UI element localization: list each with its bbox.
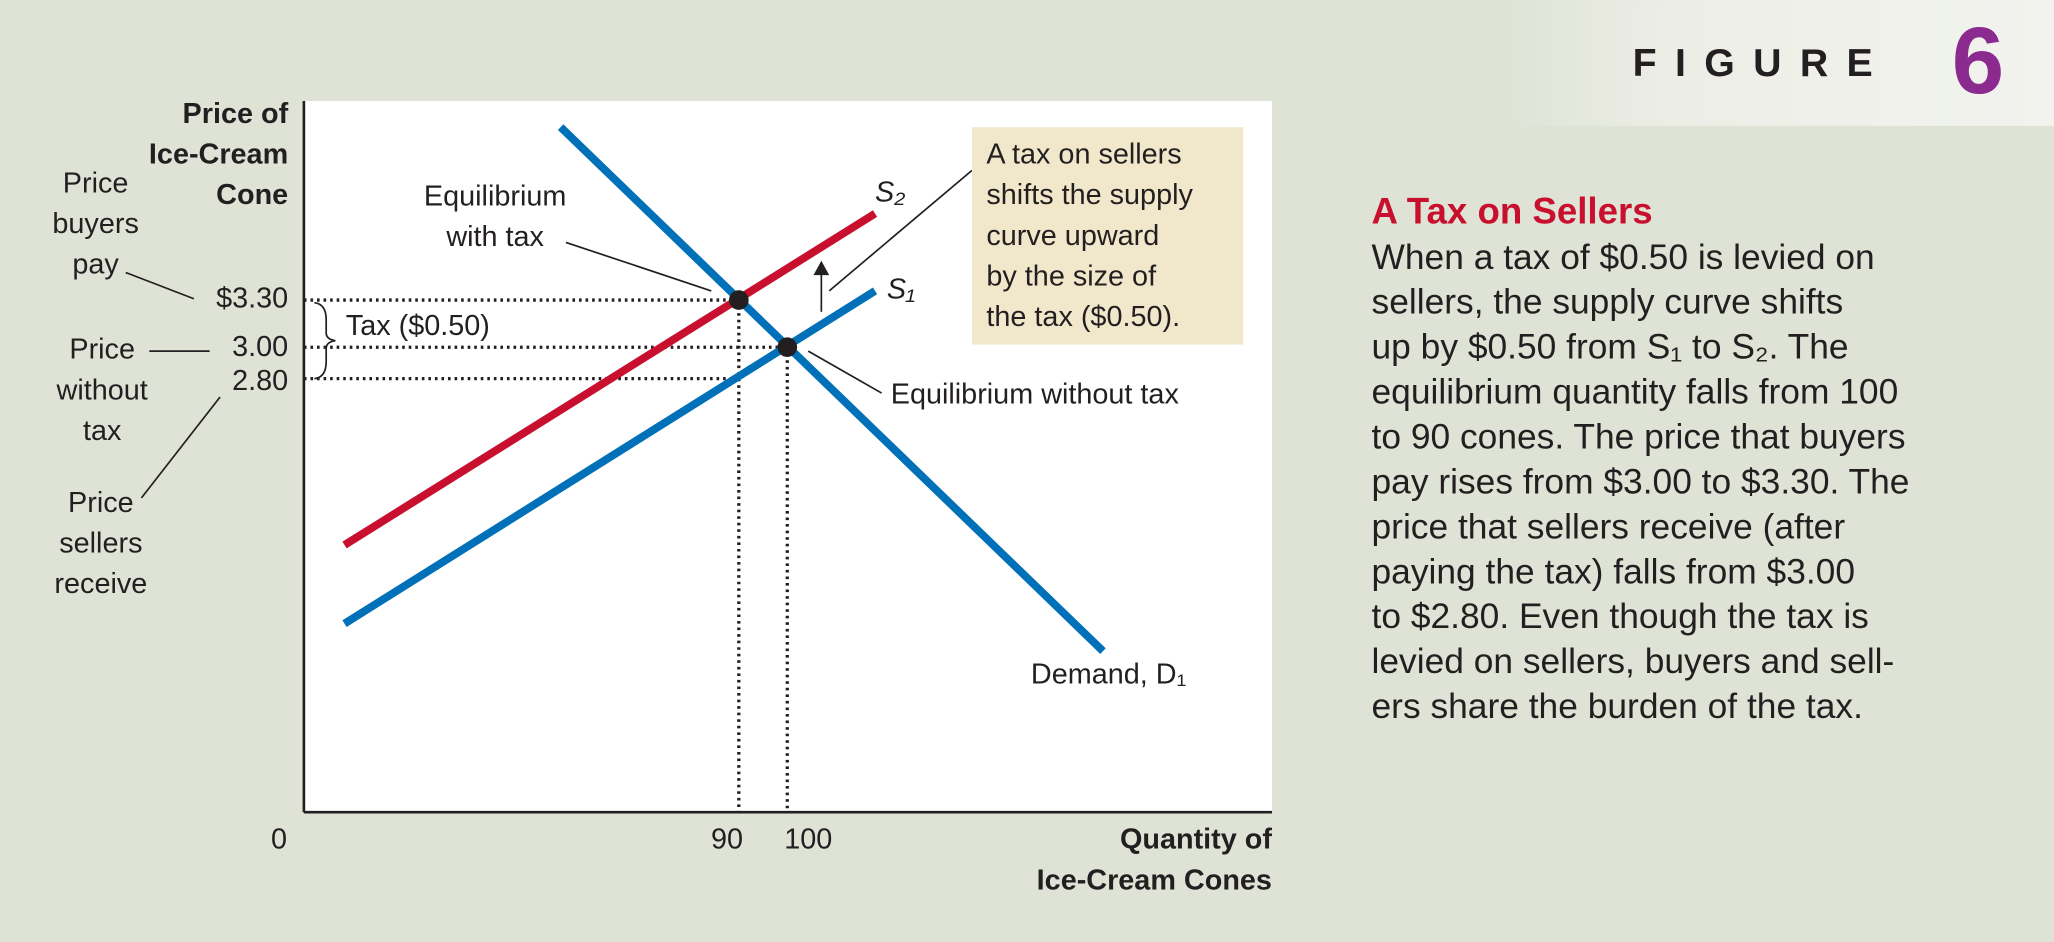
y-axis-title: Price of	[183, 98, 289, 130]
x-axis-title: Quantity of	[1120, 824, 1272, 856]
y-label: 2.80	[232, 365, 288, 397]
note-text: the tax ($0.50).	[986, 301, 1180, 333]
note-text: curve upward	[986, 220, 1159, 252]
caption-title: A Tax on Sellers	[1372, 190, 1653, 231]
side-label: Price	[69, 334, 135, 366]
curve-label: S₁	[887, 273, 915, 305]
tax-brace	[314, 301, 336, 380]
tax-label: Tax ($0.50)	[346, 310, 490, 342]
side-label: pay	[72, 249, 119, 281]
equilibrium-point	[728, 290, 749, 310]
x-axis-title: Ice-Cream Cones	[1037, 864, 1272, 896]
side-label: sellers	[59, 528, 142, 560]
demand-curve	[557, 124, 1106, 654]
y-label: $3.30	[216, 283, 288, 315]
header-band	[1506, 0, 2054, 126]
caption-line: pay rises from $3.00 to $3.30. The	[1372, 462, 1910, 501]
side-label: without	[56, 374, 148, 406]
caption-line: to $2.80. Even though the tax is	[1372, 597, 1869, 636]
annotation: Equilibrium without tax	[891, 378, 1180, 410]
side-label: Price	[68, 487, 134, 519]
leader-line	[140, 396, 221, 499]
leader-line	[125, 271, 195, 300]
side-label: buyers	[52, 208, 138, 240]
annotation: Equilibrium	[424, 180, 566, 212]
side-label: tax	[83, 415, 122, 447]
figure-label: FIGURE	[1633, 41, 1891, 85]
caption-line: equilibrium quantity falls from 100	[1372, 373, 1899, 412]
caption-line: price that sellers receive (after	[1372, 507, 1846, 546]
equilibrium-point	[777, 337, 798, 358]
note-text: A tax on sellers	[986, 139, 1181, 171]
y-label: 3.00	[232, 331, 288, 363]
caption-line: ers share the burden of the tax.	[1372, 687, 1863, 726]
origin-label: 0	[271, 824, 287, 856]
leader-line	[828, 169, 973, 292]
caption-line: When a tax of $0.50 is levied on	[1372, 238, 1875, 277]
leader-line	[807, 350, 883, 394]
side-label: receive	[54, 568, 147, 600]
shift-arrow-head	[813, 260, 830, 276]
x-label: 100	[784, 824, 832, 856]
caption-line: levied on sellers, buyers and sell-	[1372, 642, 1895, 681]
caption-line: sellers, the supply curve shifts	[1372, 283, 1844, 322]
caption-line: up by $0.50 from S₁ to S₂. The	[1372, 328, 1849, 367]
note-text: by the size of	[986, 260, 1157, 292]
x-label: 90	[711, 824, 743, 856]
caption-body: When a tax of $0.50 is levied on sellers,…	[1372, 238, 1910, 726]
y-axis-title: Cone	[216, 179, 288, 211]
curve-label: Demand, D₁	[1031, 659, 1186, 691]
supply-curve-s2	[342, 210, 878, 549]
annotation: with tax	[445, 221, 544, 253]
figure-number: 6	[1952, 8, 2004, 113]
leader-line	[565, 241, 712, 292]
caption-line: paying the tax) falls from $3.00	[1372, 552, 1856, 591]
y-axis-title: Ice-Cream	[149, 139, 288, 171]
side-label: Price	[63, 167, 129, 199]
curve-label: S₂	[875, 177, 905, 209]
caption-line: to 90 cones. The price that buyers	[1372, 418, 1906, 457]
note-text: shifts the supply	[986, 179, 1193, 211]
note-box	[971, 127, 1244, 345]
